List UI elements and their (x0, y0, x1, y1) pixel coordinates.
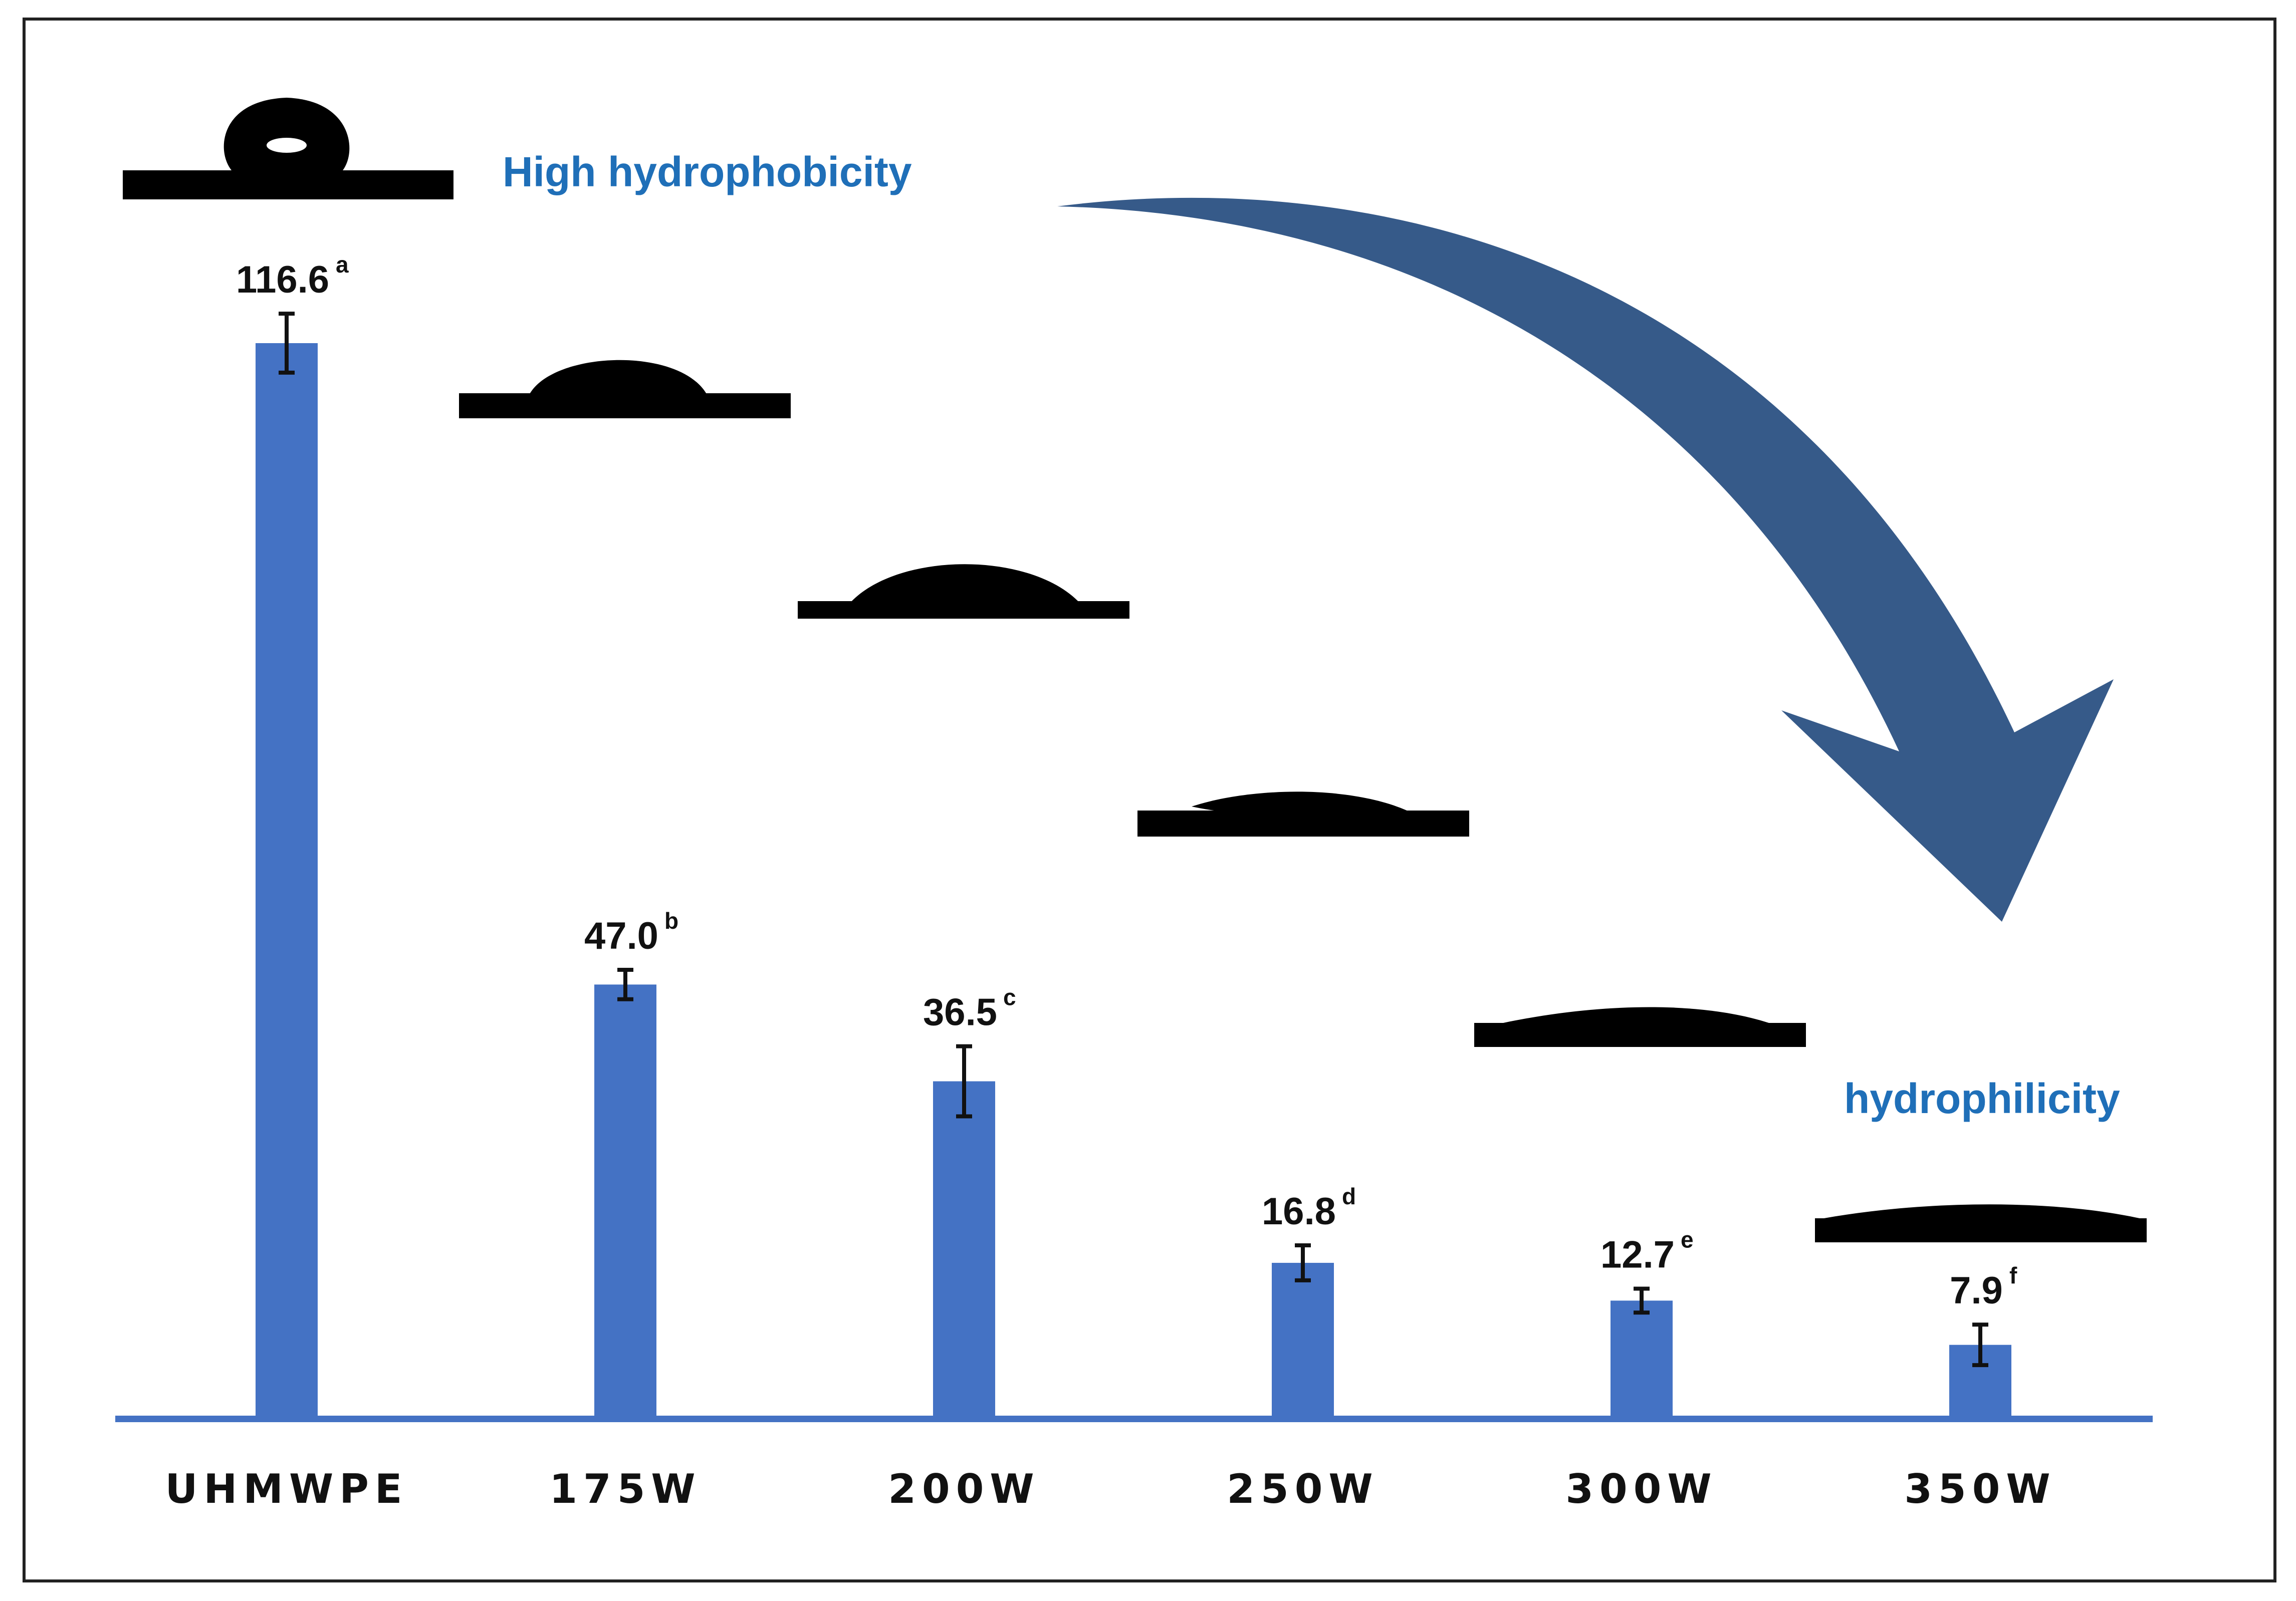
droplet-icon (459, 360, 791, 418)
significance-letter: e (1681, 1226, 1694, 1252)
bar-uhmwpe (256, 343, 318, 1418)
value-label: 116.6 (236, 258, 329, 301)
category-label: 200W (888, 1466, 1040, 1512)
droplet-icon (1474, 1007, 1806, 1047)
category-labels: UHMWPE 175W 200W 250W 300W 350W (165, 1466, 2056, 1512)
error-bar (617, 967, 633, 1001)
category-label: 250W (1227, 1466, 1379, 1512)
category-label: UHMWPE (165, 1466, 408, 1512)
value-label: 47.0 (584, 915, 658, 957)
error-bar (279, 312, 295, 375)
significance-letter: b (664, 908, 678, 934)
category-label: 175W (549, 1466, 701, 1512)
error-bar (1634, 1286, 1650, 1315)
significance-letter: f (2009, 1262, 2017, 1288)
x-axis-line (115, 1416, 2153, 1422)
value-label: 7.9 (1950, 1269, 2003, 1312)
value-label: 16.8 (1262, 1190, 1336, 1233)
significance-letter: a (336, 251, 349, 278)
error-bar (1295, 1243, 1311, 1282)
error-bar (1972, 1322, 1988, 1368)
error-bar (956, 1044, 972, 1119)
droplet-icon (1815, 1204, 2147, 1242)
bar-series: 116.6 a 47.0 b 36.5 c 16.8 d 12.7 e 7.9 f (236, 251, 2017, 1418)
significance-letter: d (1342, 1183, 1356, 1209)
significance-letter: c (1003, 984, 1016, 1010)
value-label: 12.7 (1600, 1233, 1675, 1276)
droplet-icon (798, 564, 1129, 619)
droplet-icon (1137, 791, 1469, 837)
curved-arrow-icon (1057, 197, 2114, 922)
bar-175w (594, 984, 656, 1418)
value-label: 36.5 (923, 991, 997, 1034)
category-label: 350W (1904, 1466, 2056, 1512)
hydrophilicity-label: hydrophilicity (1844, 1075, 2120, 1122)
bar-250w (1272, 1262, 1334, 1418)
bar-200w (933, 1081, 995, 1418)
category-label: 300W (1565, 1466, 1717, 1512)
droplet-icon (123, 98, 453, 199)
high-hydrophobicity-label: High hydrophobicity (503, 148, 912, 195)
droplet-images (123, 98, 2147, 1242)
bar-300w (1611, 1300, 1673, 1418)
